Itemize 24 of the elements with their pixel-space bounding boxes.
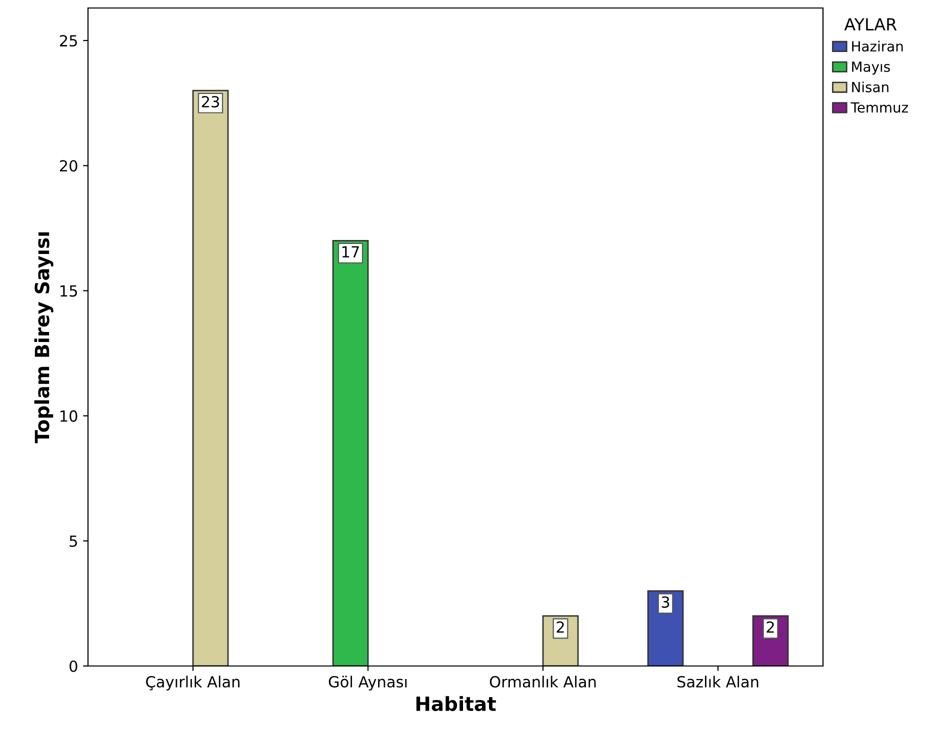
legend-label: Temmuz [850, 102, 908, 113]
legend-label: Nisan [852, 82, 888, 92]
y-tick-label: 5 [70, 536, 77, 547]
x-tick-label: Göl Aynası [328, 676, 407, 691]
data-label: 3 [662, 596, 670, 608]
y-tick-label: 0 [70, 660, 78, 672]
y-tick-label: 25 [60, 34, 77, 47]
x-tick-label: Çayırlık Alan [146, 676, 240, 691]
data-label: 2 [556, 621, 564, 633]
x-axis-title: Habitat [416, 696, 496, 712]
y-tick-label: 10 [60, 410, 78, 422]
y-axis-title: Toplam Birey Sayısı [34, 232, 54, 444]
x-tick-label: Sazlık Alan [678, 676, 758, 688]
bar [332, 240, 369, 666]
legend-label: Haziran [852, 40, 903, 52]
y-tick-label: 15 [60, 285, 77, 297]
data-label: 23 [202, 96, 219, 108]
legend-title: AYLAR [844, 18, 897, 30]
legend-label: Mayıs [852, 62, 890, 75]
bar [192, 90, 229, 666]
data-label: 17 [342, 246, 359, 258]
data-label: 2 [766, 621, 774, 633]
y-tick-label: 20 [60, 160, 78, 172]
x-tick-label: Ormanlık Alan [490, 676, 596, 688]
